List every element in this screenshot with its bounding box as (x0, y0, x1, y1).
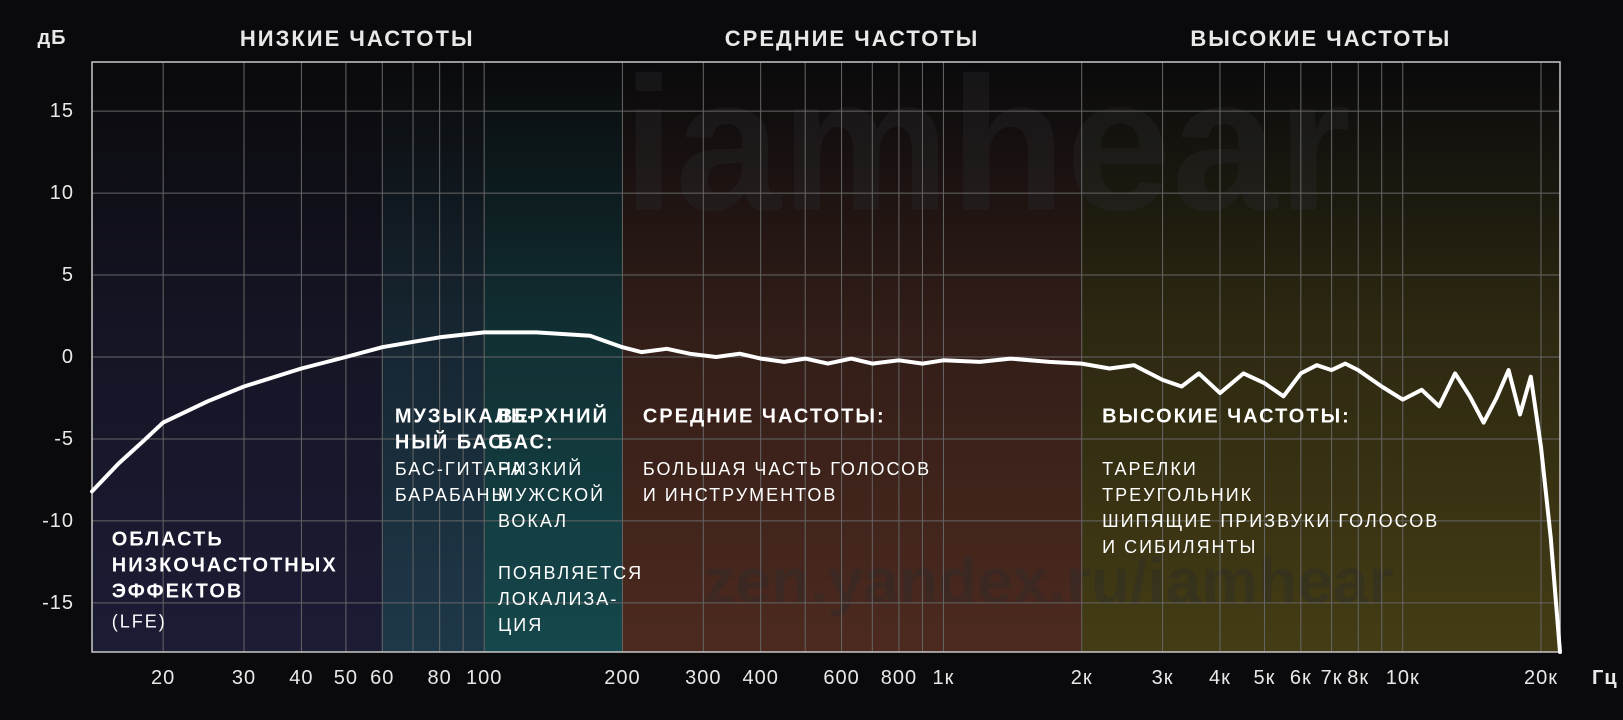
region-title-lfe: НИЗКОЧАСТОТНЫХ (112, 554, 338, 576)
x-tick-label: 60 (370, 667, 394, 689)
watermark-text: zen.yandex.ru/iamhear (703, 545, 1393, 617)
band-titles: НИЗКИЕ ЧАСТОТЫ СРЕДНИЕ ЧАСТОТЫ ВЫСОКИЕ ЧАС… (240, 26, 1451, 51)
x-tick-label: 6к (1290, 667, 1312, 689)
y-tick-label: -10 (42, 510, 74, 532)
x-tick-label: 80 (428, 667, 452, 689)
region-body-musicbass: БАРАБАНЫ (395, 485, 510, 505)
region-body-highs: ТАРЕЛКИ (1102, 459, 1198, 479)
region-title-lfe: ЭФФЕКТОВ (112, 580, 244, 602)
y-tick-label: -5 (54, 428, 74, 450)
region-title-upperbass: БАС: (498, 432, 555, 454)
band-title-low: НИЗКИЕ ЧАСТОТЫ (240, 26, 475, 51)
y-tick-label: 5 (62, 264, 74, 286)
watermark-text: iamhear (622, 39, 1351, 251)
x-tick-label: 10к (1386, 667, 1420, 689)
y-tick-label: -15 (42, 592, 74, 614)
x-tick-label: 2к (1071, 667, 1093, 689)
region-title-highs: ВЫСОКИЕ ЧАСТОТЫ: (1102, 406, 1351, 428)
region-body-upperbass: НИЗКИЙ (498, 458, 583, 479)
region-body-mids: БОЛЬШАЯ ЧАСТЬ ГОЛОСОВ (643, 459, 931, 479)
x-tick-label: 4к (1209, 667, 1231, 689)
region-body-upperbass: МУЖСКОЙ (498, 484, 605, 505)
x-tick-label: 3к (1152, 667, 1174, 689)
region-title-upperbass: ВЕРХНИЙ (498, 404, 609, 428)
x-tick-label: 1к (933, 667, 955, 689)
x-axis-label: Гц (1592, 667, 1618, 689)
x-axis: 20 30 40 50 60 80 100 200 300 400 600 800 1к 2к 3к 4к 5к… (151, 667, 1618, 689)
region-body-highs: ШИПЯЩИЕ ПРИЗВУКИ ГОЛОСОВ (1102, 511, 1439, 531)
y-tick-label: 10 (50, 182, 74, 204)
region-body-upperbass: ЛОКАЛИЗА- (498, 589, 618, 609)
y-axis-label: дБ (37, 27, 66, 49)
region-title-musicbass: НЫЙ БАС: (395, 430, 514, 454)
region-title-lfe: ОБЛАСТЬ (112, 528, 224, 550)
band-title-mid: СРЕДНИЕ ЧАСТОТЫ (725, 26, 980, 51)
x-tick-label: 30 (232, 667, 256, 689)
x-tick-label: 300 (685, 667, 721, 689)
x-tick-label: 5к (1254, 667, 1276, 689)
band-title-high: ВЫСОКИЕ ЧАСТОТЫ (1190, 26, 1451, 51)
chart-svg: iamhear zen.yandex.ru/iamhear дБ -15 -10 -5 0 5… (0, 0, 1623, 720)
x-tick-label: 50 (334, 667, 358, 689)
region-body-upperbass: ПОЯВЛЯЕТСЯ (498, 563, 643, 583)
x-tick-label: 7к (1321, 667, 1343, 689)
x-tick-label: 8к (1347, 667, 1369, 689)
region-body-lfe: (LFE) (112, 611, 167, 631)
region-body-highs: ТРЕУГОЛЬНИК (1102, 485, 1253, 505)
x-tick-label: 400 (742, 667, 778, 689)
x-tick-label: 20 (151, 667, 175, 689)
x-tick-label: 600 (823, 667, 859, 689)
y-tick-label: 15 (50, 100, 74, 122)
y-tick-label: 0 (62, 346, 74, 368)
x-tick-label: 800 (881, 667, 917, 689)
x-tick-label: 100 (466, 667, 502, 689)
x-tick-label: 40 (289, 667, 313, 689)
region-body-highs: И СИБИЛЯНТЫ (1102, 537, 1257, 557)
frequency-chart: iamhear zen.yandex.ru/iamhear дБ -15 -10 -5 0 5… (0, 0, 1623, 720)
x-tick-label: 200 (604, 667, 640, 689)
x-tick-label: 20к (1524, 667, 1558, 689)
region-title-mids: СРЕДНИЕ ЧАСТОТЫ: (643, 406, 886, 428)
region-body-mids: И ИНСТРУМЕНТОВ (643, 485, 838, 505)
region-body-upperbass: ЦИЯ (498, 615, 543, 635)
region-body-upperbass: ВОКАЛ (498, 511, 568, 531)
